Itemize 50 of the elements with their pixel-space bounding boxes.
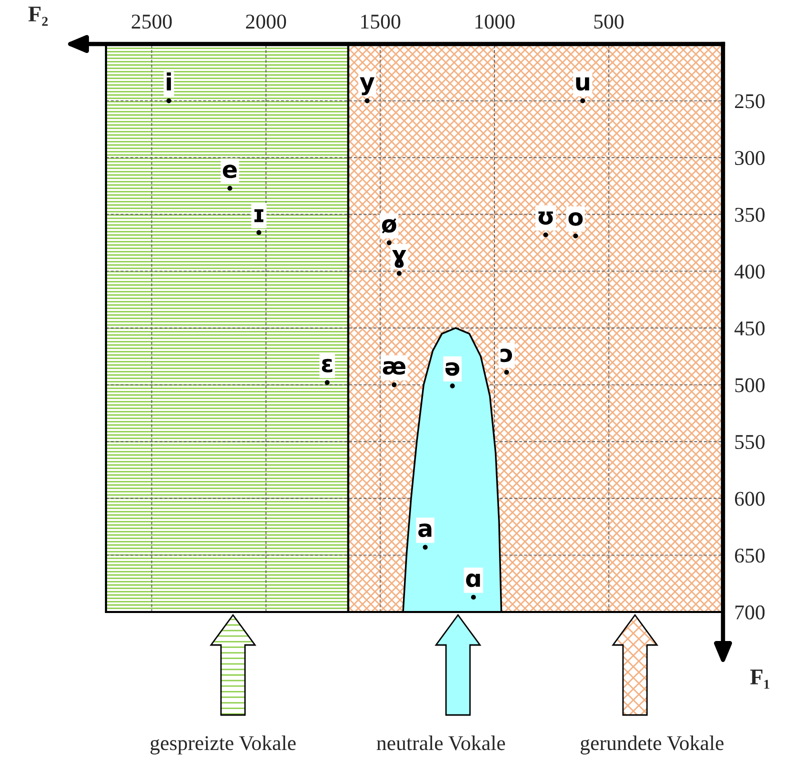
y-tick-label: 550 bbox=[735, 434, 765, 450]
point bbox=[450, 384, 455, 388]
data-label: æ bbox=[382, 361, 406, 375]
x-tick-label: 2500 bbox=[132, 14, 172, 29]
data-label: y bbox=[360, 77, 374, 96]
text: neutrale Vokale bbox=[376, 736, 505, 750]
y-tick-label: 400 bbox=[734, 264, 765, 279]
point bbox=[573, 234, 578, 238]
data-label: ɣ bbox=[392, 250, 406, 268]
point bbox=[580, 98, 586, 104]
data-label: u bbox=[576, 77, 590, 91]
point bbox=[324, 380, 330, 385]
point bbox=[166, 98, 172, 104]
point bbox=[227, 186, 232, 191]
x-tick-label: 1000 bbox=[475, 14, 515, 29]
y-tick-label: 700 bbox=[735, 605, 765, 620]
y-tick-label: 350 bbox=[735, 208, 765, 222]
data-label: e bbox=[222, 164, 237, 178]
data-label: ə bbox=[445, 362, 460, 376]
data-label: ɛ bbox=[322, 358, 332, 372]
point bbox=[422, 544, 428, 550]
y-axis-title: F₁ bbox=[750, 670, 770, 689]
data-label: ø bbox=[382, 218, 396, 234]
y-tick-label: 650 bbox=[735, 548, 765, 563]
x-tick-label: 500 bbox=[594, 14, 624, 29]
x-tick-label: 2000 bbox=[246, 14, 286, 29]
data-label: ʊ bbox=[538, 211, 553, 225]
data-label: ɔ bbox=[500, 348, 512, 362]
y-tick-label: 600 bbox=[735, 492, 765, 506]
x-axis-title: F₂ bbox=[28, 6, 48, 26]
y-tick-label: 450 bbox=[734, 321, 765, 336]
data-label: o bbox=[568, 212, 583, 226]
point bbox=[396, 271, 402, 276]
point bbox=[392, 382, 397, 388]
text: gerundete Vokale bbox=[580, 736, 724, 754]
point bbox=[364, 98, 370, 104]
data-label: i bbox=[166, 72, 171, 90]
point bbox=[386, 240, 392, 246]
point bbox=[471, 594, 476, 600]
y-tick-label: 250 bbox=[735, 94, 765, 108]
y-tick-label: 300 bbox=[735, 150, 765, 166]
point bbox=[256, 230, 262, 235]
x-tick-label: 1500 bbox=[361, 14, 400, 29]
point bbox=[543, 232, 548, 238]
text: gespreizte Vokale bbox=[150, 736, 296, 754]
data-label: ɪ bbox=[254, 209, 264, 222]
point bbox=[504, 370, 509, 375]
data-label: a bbox=[418, 524, 432, 538]
data-label: ɑ bbox=[466, 574, 480, 588]
y-tick-label: 500 bbox=[735, 378, 765, 392]
